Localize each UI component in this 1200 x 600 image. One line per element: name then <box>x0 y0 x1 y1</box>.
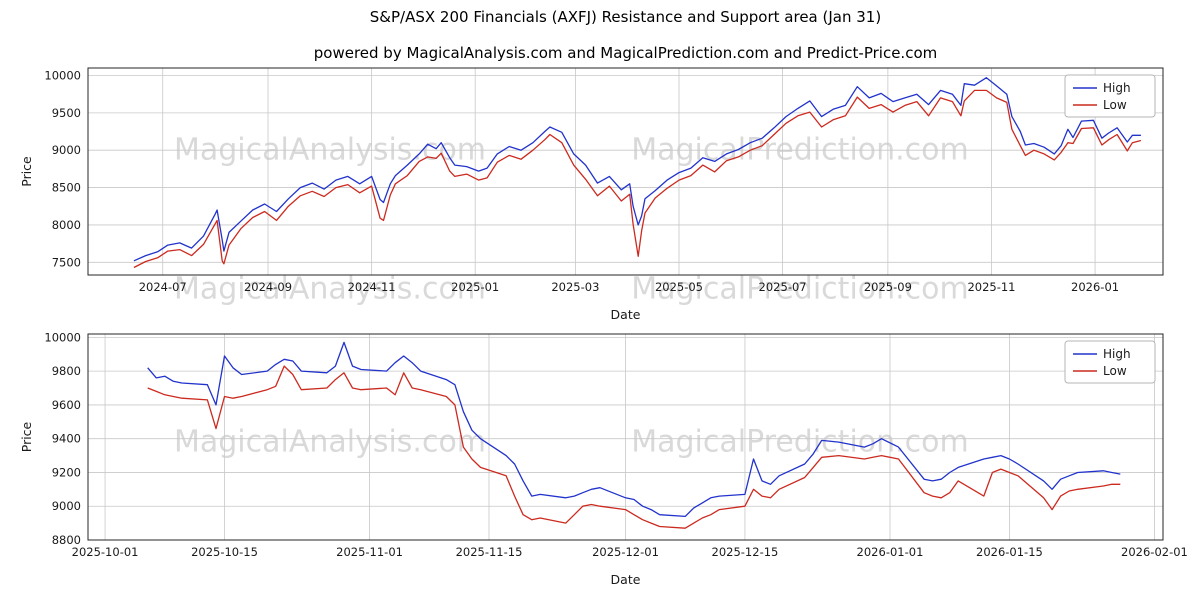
series-line-low <box>147 365 1121 529</box>
y-tick-label: 9500 <box>52 106 81 120</box>
x-tick-label: 2026-02-01 <box>1121 545 1188 559</box>
y-tick-label: 9400 <box>52 432 81 446</box>
axes-border <box>87 333 1164 541</box>
x-tick-label: 2025-10-01 <box>72 545 139 559</box>
chart-title: S&P/ASX 200 Financials (AXFJ) Resistance… <box>369 8 882 26</box>
legend-label-low: Low <box>1103 98 1127 112</box>
chart-zoom: 2025-10-01 2025-10-15 2025-11-01 2025-11-15… <box>19 330 1188 587</box>
y-tick-label: 10000 <box>44 68 81 82</box>
y-tick-label: 9800 <box>52 364 81 378</box>
y-axis-label: Price <box>19 156 34 187</box>
chart-subtitle: powered by MagicalAnalysis.com and Magic… <box>313 44 938 62</box>
x-tick-label: 2025-05 <box>655 280 703 294</box>
y-axis-label: Price <box>19 421 34 452</box>
legend-label-high: High <box>1103 81 1131 95</box>
axes-border <box>87 67 1164 276</box>
series-line-high <box>133 77 1141 262</box>
x-tick-label: 2025-01 <box>451 280 499 294</box>
x-tick-label: 2026-01-01 <box>857 545 924 559</box>
x-tick-label: 2026-01 <box>1071 280 1119 294</box>
x-axis-label: Date <box>611 307 641 322</box>
series-line-high <box>147 341 1121 518</box>
y-tick-label: 9600 <box>52 398 81 412</box>
y-tick-label: 9200 <box>52 465 81 479</box>
x-axis-label: Date <box>611 572 641 587</box>
y-tick-label: 10000 <box>44 330 81 344</box>
x-tick-label: 2025-11 <box>967 280 1015 294</box>
y-tick-label: 8800 <box>52 533 81 547</box>
x-tick-label: 2024-11 <box>348 280 396 294</box>
x-tick-label: 2026-01-15 <box>976 545 1043 559</box>
y-tick-label: 9000 <box>52 499 81 513</box>
x-tick-label: 2025-03 <box>551 280 599 294</box>
legend-box <box>1064 340 1156 384</box>
y-tick-label: 8500 <box>52 181 81 195</box>
x-tick-label: 2025-07 <box>759 280 807 294</box>
legend-label-low: Low <box>1103 364 1127 378</box>
x-tick-label: 2024-09 <box>244 280 292 294</box>
chart-overview: 2024-07 2024-09 2024-11 2025-01 2025-03 2025-… <box>19 67 1164 322</box>
x-tick-label: 2024-07 <box>139 280 187 294</box>
legend: High Low <box>1064 74 1156 118</box>
legend-label-high: High <box>1103 347 1131 361</box>
legend-box <box>1064 74 1156 118</box>
x-tick-label: 2025-11-01 <box>336 545 403 559</box>
x-tick-label: 2025-10-15 <box>191 545 258 559</box>
x-tick-label: 2025-11-15 <box>456 545 523 559</box>
legend: High Low <box>1064 340 1156 384</box>
series-line-low <box>133 89 1142 269</box>
y-tick-label: 9000 <box>52 143 81 157</box>
y-tick-label: 7500 <box>52 255 81 269</box>
y-tick-label: 8000 <box>52 218 81 232</box>
x-tick-label: 2025-12-01 <box>592 545 659 559</box>
x-tick-label: 2025-12-15 <box>712 545 779 559</box>
x-tick-label: 2025-09 <box>864 280 912 294</box>
